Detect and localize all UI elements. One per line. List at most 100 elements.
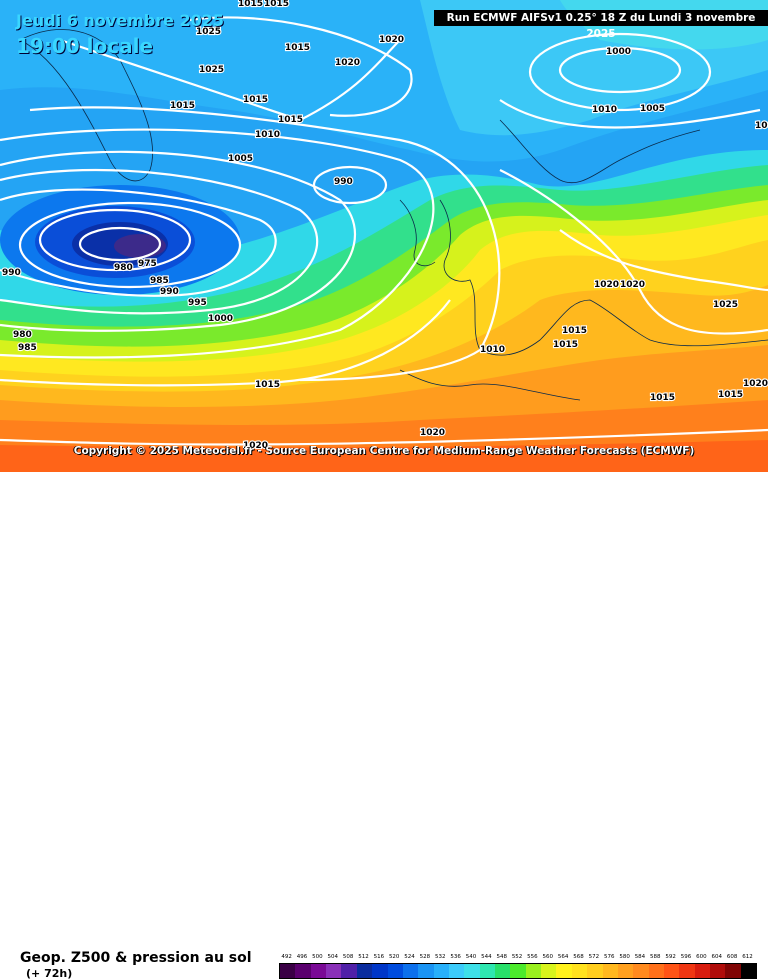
isobar-990 — [0, 188, 277, 297]
pressure-label: 1020 — [620, 280, 645, 290]
scale-value-label: 532 — [435, 954, 446, 960]
pressure-label: 1015 — [243, 95, 268, 105]
pressure-label: 990 — [160, 287, 179, 297]
scale-value-label: 556 — [527, 954, 538, 960]
scale-color-swatch — [602, 964, 618, 978]
pressure-label: 1015 — [718, 390, 743, 400]
scale-color-swatch — [525, 964, 542, 978]
scale-value-label: 516 — [373, 954, 385, 960]
isobar-985 — [18, 201, 242, 289]
isobar-975 — [78, 226, 162, 262]
forecast-date: Jeudi 6 novembre 2025 — [16, 11, 225, 30]
scale-value-label: 600 — [696, 954, 707, 960]
isobar-1020 — [189, 16, 413, 117]
pressure-label: 990 — [334, 177, 353, 187]
scale-value-label: 552 — [511, 954, 523, 960]
scale-value-label: 580 — [619, 954, 630, 960]
scale-color-swatch — [356, 964, 373, 978]
scale-value-label: 500 — [312, 954, 323, 960]
scale-value-label: 572 — [588, 954, 600, 960]
scale-value-label: 612 — [742, 954, 753, 960]
pressure-label: 1015 — [285, 43, 310, 53]
pressure-label: 1000 — [208, 314, 233, 324]
scale-value-label: 568 — [573, 954, 584, 960]
isobar-1005 — [0, 128, 435, 359]
scale-value-label: 604 — [711, 954, 722, 960]
scale-value-label: 520 — [388, 954, 400, 960]
scale-value-label: 528 — [419, 954, 431, 960]
scale-value-label: 492 — [281, 954, 292, 960]
pressure-label: 1025 — [196, 27, 221, 37]
run-info-banner: Run ECMWF AIFSv1 0.25° 18 Z du Lundi 3 n… — [434, 10, 768, 40]
scale-color-swatch — [479, 964, 496, 978]
scale-value-label: 536 — [450, 954, 461, 960]
pressure-label: 1020 — [243, 441, 268, 451]
scale-value-label: 548 — [496, 954, 507, 960]
pressure-label: 1015 — [255, 380, 280, 390]
pressure-label: 985 — [18, 343, 37, 353]
scale-color-swatch — [341, 964, 357, 978]
scale-value-label: 508 — [342, 954, 354, 960]
scale-color-swatch — [433, 964, 449, 978]
british-isles — [399, 199, 436, 267]
scale-color-swatch — [402, 964, 419, 978]
pressure-label: 985 — [150, 276, 169, 286]
isobar-1010 — [29, 106, 501, 382]
pressure-labels: 1015 1015 1025 1015 1020 1025 1015 1020 … — [1, 0, 768, 452]
scandinavia-coast — [499, 119, 701, 184]
scale-value-label: 564 — [557, 954, 569, 960]
scale-value-label: 584 — [634, 954, 646, 960]
pressure-label: 1000 — [755, 121, 768, 131]
scale-value-label: 592 — [665, 954, 676, 960]
pressure-label: 1015 — [238, 0, 263, 9]
isobar-1020-south — [0, 428, 768, 446]
scale-value-label: 560 — [542, 954, 554, 960]
color-scale-bar — [279, 963, 757, 979]
scale-color-swatch — [372, 964, 388, 978]
scale-color-swatch — [495, 964, 511, 978]
scale-color-swatch — [510, 964, 526, 978]
pressure-label: 980 — [13, 330, 32, 340]
isobar-1020-east — [559, 229, 768, 292]
pressure-label: 1020 — [594, 280, 619, 290]
isobar-1005-north — [528, 32, 712, 112]
pressure-label: 1025 — [713, 300, 738, 310]
isobar-980 — [38, 208, 192, 272]
isobar-990-small — [312, 165, 388, 205]
scale-color-swatch — [280, 964, 296, 978]
scale-value-label: 496 — [296, 954, 308, 960]
color-scale-labels: 492 496 500 504 508 512 516 520 524 528 532 536 540 5… — [279, 953, 755, 961]
scale-value-label: 540 — [465, 954, 477, 960]
band-584 — [0, 440, 768, 472]
scale-color-swatch — [556, 964, 572, 978]
legend-footer: Geop. Z500 & pression au sol (+ 72h) 492… — [0, 472, 768, 980]
pressure-label: 1010 — [480, 345, 505, 355]
scale-color-swatch — [587, 964, 603, 978]
isobar-1000-north — [558, 46, 682, 94]
isobar-1015-east — [499, 169, 768, 335]
pressure-label: 1005 — [640, 104, 665, 114]
pressure-label: 1020 — [379, 35, 404, 45]
scale-color-swatch — [694, 964, 711, 978]
pressure-label: 975 — [138, 259, 157, 269]
scale-value-label: 524 — [404, 954, 415, 960]
pressure-label: 1015 — [278, 115, 303, 125]
scale-value-label: 512 — [358, 954, 369, 960]
scale-color-swatch — [326, 964, 342, 978]
weather-map: 1015 1015 1025 1015 1020 1025 1015 1020 … — [0, 0, 768, 472]
legend-subtitle: (+ 72h) — [26, 967, 73, 980]
scale-color-swatch — [663, 964, 680, 978]
scale-value-label: 596 — [680, 954, 692, 960]
scale-color-swatch — [679, 964, 695, 978]
forecast-time: 19:00 locale — [16, 34, 153, 58]
pressure-label: 1015 — [170, 101, 195, 111]
africa-coast — [399, 369, 581, 401]
europe-coast — [439, 199, 768, 356]
scale-color-swatch — [571, 964, 588, 978]
scale-color-swatch — [541, 964, 557, 978]
pressure-label: 980 — [114, 263, 133, 273]
pressure-label: 995 — [188, 298, 207, 308]
copyright-notice: Copyright © 2025 Meteociel.fr - Source E… — [73, 445, 695, 457]
pressure-label: 1010 — [255, 130, 280, 140]
scale-color-swatch — [617, 964, 634, 978]
